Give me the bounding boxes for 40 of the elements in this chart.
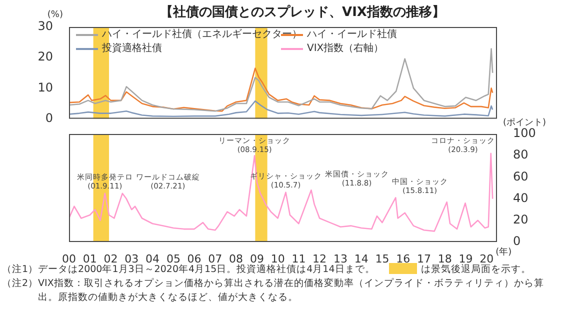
legend-label: ハイ・イールド社債 — [307, 29, 397, 41]
x-tick-label: 20 — [480, 252, 494, 266]
text: は景気後退局面を示す。 — [420, 264, 531, 275]
y-tick-label: 60 — [513, 169, 528, 184]
x-tick-label: 10 — [270, 252, 285, 266]
text: （注1）データは2000年1月3日～2020年4月15日。投資適格社債は4月14日まで。 — [2, 264, 375, 275]
x-tick-label: 15 — [375, 252, 390, 266]
x-tick-label: 14 — [354, 252, 368, 266]
y-tick-label: 20 — [38, 50, 53, 64]
y-axis-title: (ポイント) — [503, 118, 546, 128]
x-tick-label: 03 — [124, 252, 139, 266]
x-tick-label: 17 — [417, 252, 431, 266]
x-tick-label: 09 — [250, 252, 264, 266]
x-tick-label: 18 — [438, 252, 452, 266]
y-tick-label: 80 — [513, 148, 528, 162]
y-tick-label: 0 — [513, 234, 521, 248]
x-tick-label: 12 — [312, 252, 327, 266]
y-tick-label: 30 — [38, 19, 53, 34]
y-tick-label: 10 — [38, 80, 53, 94]
x-tick-label: 19 — [458, 252, 473, 266]
y-axis-title: (%) — [47, 10, 63, 20]
x-tick-label: 11 — [292, 252, 306, 266]
x-tick-label: 08 — [229, 252, 244, 266]
x-tick-label: 01 — [82, 252, 97, 266]
legend-label: VIX指数（右軸） — [307, 43, 384, 55]
y-tick-label: 20 — [513, 212, 528, 227]
y-tick-label: 0 — [45, 110, 53, 125]
chart-title: 【社債の国債とのスプレッド、VIX指数の推移】 — [160, 5, 445, 20]
x-tick-label: 06 — [187, 252, 202, 266]
x-tick-label: 00 — [62, 252, 76, 266]
x-tick-label: 05 — [166, 252, 180, 266]
x-tick-label: 16 — [396, 252, 410, 266]
x-tick-label: 04 — [146, 252, 160, 266]
x-tick-label: 02 — [104, 252, 118, 266]
x-tick-label: 13 — [333, 252, 348, 266]
y-tick-label: 100 — [513, 126, 536, 140]
x-axis-title: (年) — [496, 246, 512, 258]
y-tick-label: 40 — [513, 190, 528, 205]
x-tick-label: 07 — [208, 252, 222, 266]
text: （注2）VIX指数：取引されるオプション価格から算出される潜在的価格変動率（インプライド・ボラティリティ）から算出。原指数の値動きが大きくなるほど、値が大きくなる。 — [2, 278, 544, 303]
